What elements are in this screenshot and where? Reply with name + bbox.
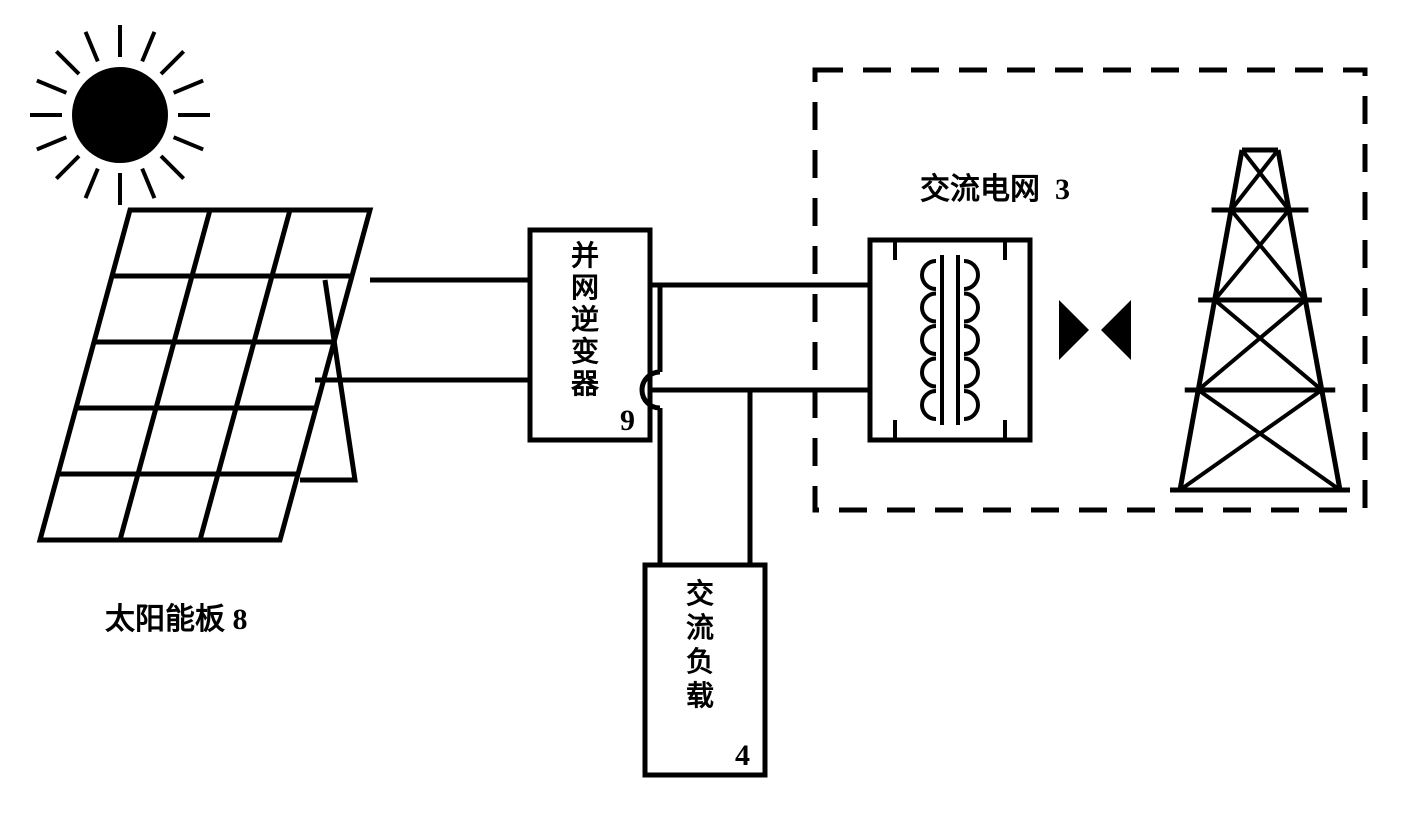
solar-panel	[40, 210, 370, 540]
grid-label: 交流电网 3	[905, 130, 1070, 208]
svg-text:变: 变	[571, 335, 599, 368]
arrow-left-icon	[1059, 300, 1089, 360]
sun-icon	[72, 67, 168, 163]
solar-panel-label: 太阳能板 8	[90, 560, 248, 638]
svg-text:4: 4	[735, 739, 750, 772]
svg-text:网: 网	[571, 273, 599, 304]
svg-text:交: 交	[686, 577, 714, 610]
svg-text:载: 载	[686, 680, 714, 712]
grid-box	[815, 70, 1365, 510]
svg-text:负: 负	[686, 646, 714, 678]
svg-text:流: 流	[686, 612, 714, 644]
svg-text:逆: 逆	[571, 303, 599, 336]
svg-text:器: 器	[570, 369, 600, 400]
transformer-icon	[870, 240, 1030, 440]
tower-icon	[1170, 150, 1350, 490]
svg-text:9: 9	[620, 404, 635, 437]
arrow-right-icon	[1101, 300, 1131, 360]
svg-text:并: 并	[571, 240, 599, 272]
